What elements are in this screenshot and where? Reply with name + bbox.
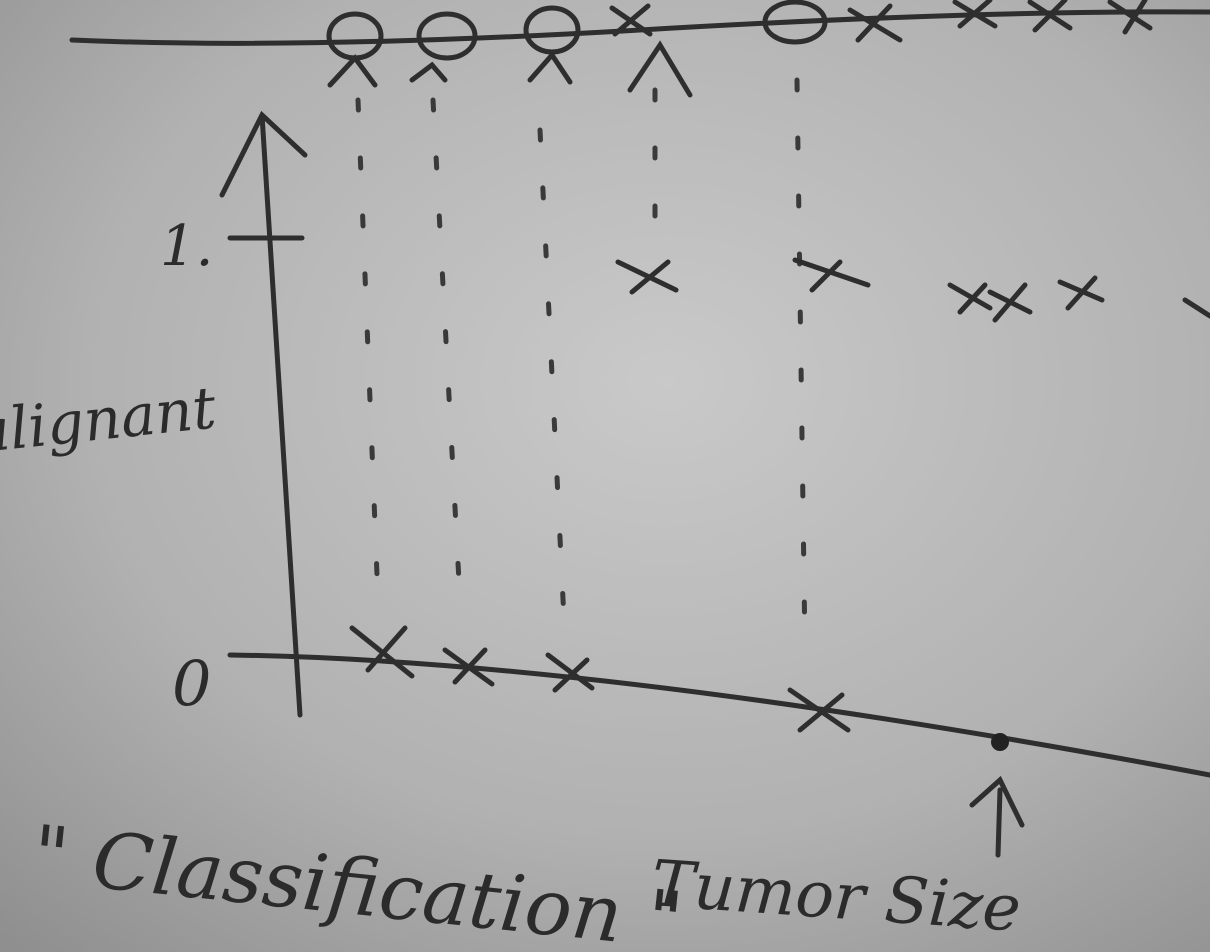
projections xyxy=(355,77,808,653)
point-arrow xyxy=(969,775,1025,858)
top-markers xyxy=(326,0,1153,98)
y-tick-zero: 0 xyxy=(172,647,211,720)
new-point xyxy=(991,733,1009,751)
y-axis xyxy=(219,110,308,718)
data-crosses xyxy=(349,257,1210,733)
y-tick-one: 1. xyxy=(160,214,213,279)
x-axis xyxy=(227,652,1210,778)
